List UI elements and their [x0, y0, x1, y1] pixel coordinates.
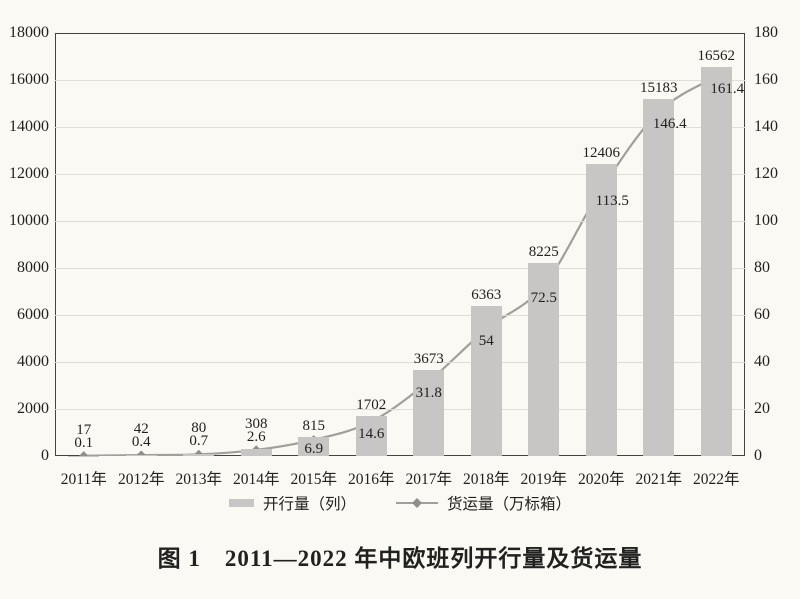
x-tick-label: 2013年: [175, 471, 222, 488]
bar: [528, 262, 560, 456]
freight-value-label: 161.4: [710, 80, 745, 97]
y-right-tick-label: 120: [754, 165, 778, 182]
gridline: [55, 220, 745, 222]
bar-value-label: 6363: [471, 287, 502, 304]
bar: [585, 164, 617, 456]
x-tick-label: 2019年: [520, 471, 567, 488]
legend-label-trains: 开行量（列）: [262, 496, 356, 513]
legend-label-freight: 货运量（万标箱）: [447, 496, 572, 513]
gridline: [55, 173, 745, 175]
y-left-tick-label: 2000: [17, 400, 49, 417]
bar-value-label: 15183: [640, 80, 678, 97]
y-right-tick-label: 160: [754, 71, 778, 88]
x-tick-label: 2017年: [405, 471, 452, 488]
bar: [240, 448, 272, 456]
x-tick-label: 2022年: [692, 471, 740, 488]
bar: [355, 416, 387, 456]
diamond-marker-icon: [412, 498, 422, 508]
freight-value-label: 31.8: [415, 385, 442, 402]
x-tick-label: 2020年: [577, 471, 625, 488]
y-right-tick-label: 20: [754, 400, 770, 417]
bar-value-label: 42: [133, 421, 149, 438]
line-diamond-swatch-icon: [396, 498, 438, 508]
y-left-tick-label: 0: [41, 447, 49, 464]
freight-point: [79, 451, 89, 456]
freight-value-label: 113.5: [595, 193, 629, 210]
x-tick-label: 2018年: [462, 471, 510, 488]
bar-value-label: 80: [191, 420, 207, 437]
freight-value-label: 2.6: [246, 428, 266, 445]
gridline: [55, 408, 745, 410]
plot-area: [55, 33, 745, 456]
freight-value-label: 0.4: [131, 434, 151, 451]
x-tick-label: 2021年: [635, 471, 682, 488]
x-tick-label: 2012年: [117, 471, 165, 488]
gridline: [55, 126, 745, 128]
bar: [298, 436, 330, 456]
freight-value-label: 6.9: [304, 441, 324, 457]
bar: [470, 306, 502, 456]
bar: [183, 454, 215, 456]
y-left-tick-label: 4000: [17, 353, 49, 370]
bar-value-label: 12406: [582, 145, 621, 162]
bar-value-label: 8225: [528, 243, 559, 260]
y-left-tick-label: 8000: [17, 259, 49, 276]
y-right-tick-label: 0: [754, 447, 762, 464]
bar-value-label: 1702: [356, 397, 387, 413]
legend: 开行量（列） 货运量（万标箱）: [0, 492, 800, 514]
bar-value-label: 16562: [697, 47, 736, 64]
y-right-tick-label: 100: [754, 212, 778, 229]
y-right-tick-label: 180: [754, 24, 778, 41]
freight-value-label: 146.4: [652, 115, 687, 132]
bar-value-label: 3673: [413, 350, 444, 367]
y-right-tick-label: 140: [754, 118, 778, 135]
freight-value-label: 0.1: [74, 434, 94, 451]
figure-caption: 图 1 2011—2022 年中欧班列开行量及货运量: [157, 546, 643, 571]
bar-value-label: 815: [302, 417, 326, 434]
bar: [413, 369, 445, 456]
y-left-tick-label: 6000: [17, 306, 49, 323]
freight-value-label: 54: [478, 333, 494, 350]
y-left-tick-label: 18000: [9, 24, 49, 41]
gridline: [55, 79, 745, 81]
bar: [700, 66, 732, 456]
x-tick-label: 2016年: [347, 471, 395, 488]
y-left-tick-label: 10000: [9, 212, 49, 229]
gridline: [55, 361, 745, 363]
bar-value-label: 308: [245, 415, 268, 432]
y-left-tick-label: 12000: [9, 165, 49, 182]
freight-value-label: 72.5: [530, 289, 557, 306]
legend-item-freight: 货运量（万标箱）: [396, 492, 571, 514]
gridline: [55, 267, 745, 269]
x-tick-label: 2011年: [60, 471, 107, 488]
y-right-tick-label: 80: [754, 259, 770, 276]
y-left-tick-label: 14000: [9, 118, 49, 135]
gridline: [55, 314, 745, 316]
bar-swatch-icon: [228, 499, 254, 507]
freight-value-label: 0.7: [189, 433, 209, 450]
x-tick-label: 2014年: [232, 471, 280, 488]
y-left-tick-label: 16000: [9, 71, 49, 88]
bar: [643, 99, 675, 456]
bar: [125, 455, 157, 456]
y-right-tick-label: 60: [754, 306, 770, 323]
legend-item-trains: 开行量（列）: [228, 492, 356, 514]
freight-point: [136, 450, 146, 456]
freight-value-label: 14.6: [358, 425, 385, 442]
bar-value-label: 17: [76, 421, 92, 438]
y-right-tick-label: 40: [754, 353, 770, 370]
x-tick-label: 2015年: [290, 471, 337, 488]
